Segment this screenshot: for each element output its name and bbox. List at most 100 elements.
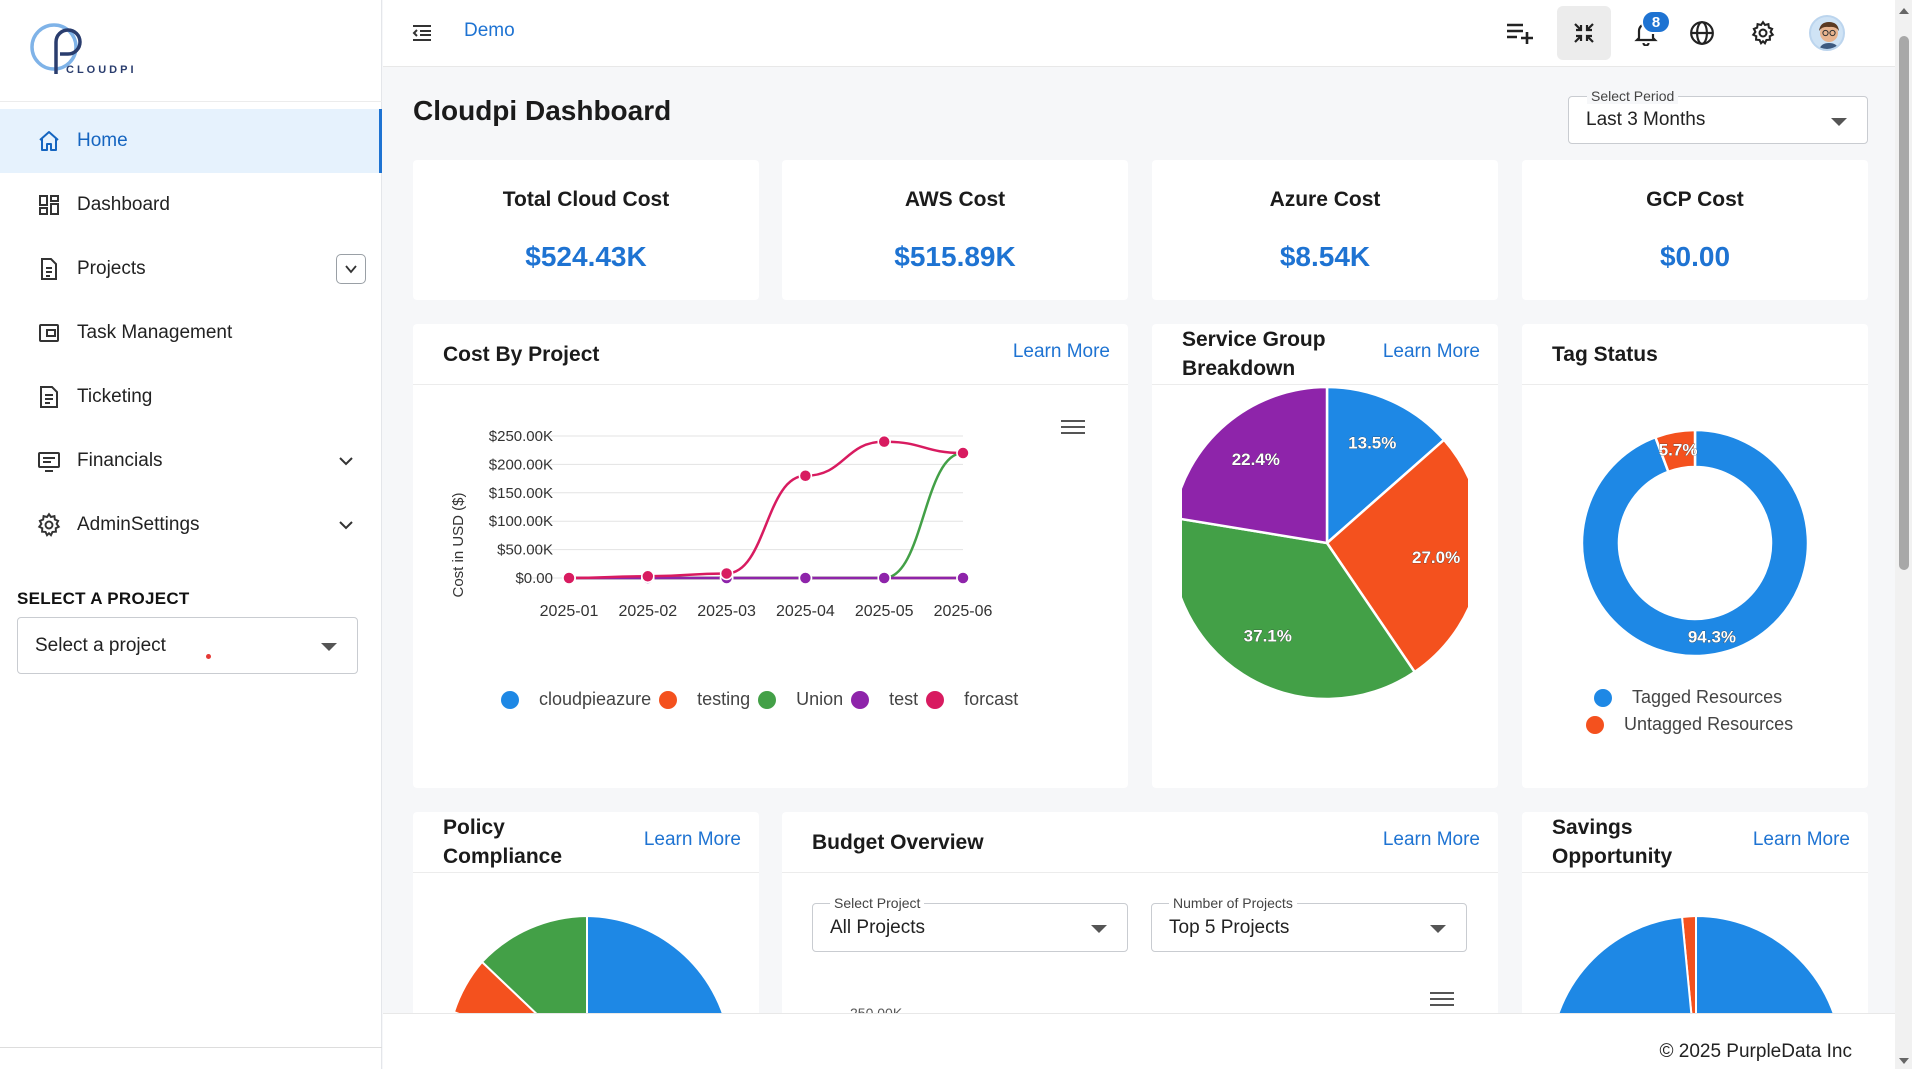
data-point-forcast[interactable] bbox=[877, 434, 891, 449]
menu-collapse-icon[interactable] bbox=[410, 21, 434, 45]
page-scrollbar[interactable] bbox=[1895, 0, 1912, 1069]
y-tick-label: $100.00K bbox=[489, 513, 553, 530]
learn-more-link[interactable]: Learn More bbox=[1382, 829, 1480, 850]
card-title: Service Group Breakdown bbox=[1182, 325, 1326, 383]
sidebar-item-ticketing[interactable]: Ticketing bbox=[0, 365, 382, 429]
data-point-forcast[interactable] bbox=[641, 569, 655, 584]
sidebar-item-projects[interactable]: Projects bbox=[0, 237, 382, 301]
legend-dot bbox=[851, 690, 870, 709]
stat-title: GCP Cost bbox=[1646, 188, 1744, 211]
scroll-down-arrow-icon[interactable] bbox=[1899, 1058, 1909, 1064]
projects-expand-button[interactable] bbox=[336, 254, 366, 284]
stat-card-aws: AWS Cost $515.89K bbox=[782, 160, 1128, 300]
chart-menu-icon[interactable] bbox=[1061, 420, 1085, 434]
pie-label: 27.0% bbox=[1412, 548, 1460, 567]
dropdown-arrow-icon bbox=[1831, 118, 1847, 126]
y-tick-label: $150.00K bbox=[489, 485, 553, 502]
data-point-forcast[interactable] bbox=[719, 566, 734, 581]
sidebar-item-dashboard[interactable]: Dashboard bbox=[0, 173, 382, 237]
card-title: Policy Compliance bbox=[443, 813, 562, 871]
legend-item[interactable]: forcast bbox=[964, 689, 1019, 709]
y-tick-label: $50.00K bbox=[497, 542, 553, 559]
sidebar-item-task-management[interactable]: Task Management bbox=[0, 301, 382, 365]
legend-dot bbox=[1594, 688, 1612, 707]
pie-slice[interactable] bbox=[1325, 385, 1446, 546]
sidebar-item-financials[interactable]: Financials bbox=[0, 429, 382, 493]
sidebar-item-label: Dashboard bbox=[77, 194, 170, 215]
budget-project-select[interactable]: Select Project All Projects bbox=[812, 895, 1128, 952]
language-button[interactable] bbox=[1686, 17, 1718, 49]
legend-item[interactable]: Union bbox=[796, 689, 844, 709]
settings-button[interactable] bbox=[1747, 17, 1779, 49]
budget-count-select[interactable]: Number of Projects Top 5 Projects bbox=[1151, 895, 1467, 952]
pie-slice[interactable] bbox=[1653, 428, 1697, 474]
pie-slice[interactable] bbox=[1171, 517, 1417, 701]
cloudpi-logo[interactable] bbox=[26, 12, 146, 82]
scroll-thumb[interactable] bbox=[1899, 36, 1909, 570]
card-title: Tag Status bbox=[1552, 343, 1658, 366]
scroll-up-arrow-icon[interactable] bbox=[1899, 8, 1909, 14]
learn-more-link[interactable]: Learn More bbox=[1382, 341, 1480, 362]
x-tick-label: 2025-05 bbox=[855, 603, 914, 620]
sidebar-item-home[interactable]: Home bbox=[0, 109, 382, 173]
breadcrumb[interactable]: Demo bbox=[464, 20, 515, 41]
top-bar: Demo bbox=[383, 0, 1895, 67]
stat-title: Total Cloud Cost bbox=[502, 188, 670, 211]
select-value: Top 5 Projects bbox=[1169, 917, 1290, 938]
legend-item-untagged[interactable]: Untagged Resources bbox=[1586, 714, 1793, 735]
avatar-face-icon bbox=[1819, 22, 1839, 49]
series-line-Union[interactable] bbox=[569, 451, 964, 580]
collapse-icon bbox=[1574, 23, 1594, 43]
service-pie-chart: 13.5% 27.0% 37.1% 22.4% bbox=[1171, 385, 1483, 701]
x-tick-label: 2025-01 bbox=[540, 603, 599, 620]
card-title-line: Opportunity bbox=[1552, 845, 1673, 868]
learn-more-link[interactable]: Learn More bbox=[643, 829, 741, 850]
dropdown-arrow-icon bbox=[321, 643, 337, 651]
project-select-value: Select a project bbox=[35, 634, 166, 656]
grid-icon bbox=[36, 192, 62, 218]
legend-item[interactable]: testing bbox=[697, 689, 751, 709]
pie-slice[interactable] bbox=[1325, 438, 1483, 674]
select-project-heading: SELECT A PROJECT bbox=[17, 589, 190, 608]
chart-menu-icon[interactable] bbox=[1430, 992, 1454, 1006]
y-tick-label: $250.00K bbox=[489, 428, 553, 445]
pie-slice[interactable] bbox=[1173, 385, 1329, 545]
policy-compliance-card: Policy Compliance Learn More bbox=[413, 812, 759, 1052]
x-tick-label: 2025-02 bbox=[618, 603, 677, 620]
add-list-button[interactable] bbox=[1504, 17, 1536, 49]
data-point-forcast[interactable] bbox=[798, 469, 813, 483]
project-select[interactable]: Select a project bbox=[17, 617, 358, 674]
wallet-icon bbox=[36, 320, 62, 346]
chevron-down-icon[interactable] bbox=[336, 515, 356, 535]
legend-item[interactable]: cloudpieazure bbox=[539, 689, 652, 709]
playlist-add-icon bbox=[1507, 23, 1533, 44]
data-point-test[interactable] bbox=[956, 571, 970, 585]
series-line-forcast[interactable] bbox=[568, 440, 964, 580]
y-tick-label: $0.00 bbox=[515, 570, 553, 587]
learn-more-link[interactable]: Learn More bbox=[1752, 829, 1850, 850]
legend-dot bbox=[926, 690, 945, 709]
legend-dot bbox=[758, 690, 777, 709]
stat-value: $515.89K bbox=[894, 241, 1016, 272]
data-point-forcast[interactable] bbox=[562, 571, 576, 585]
sidebar-item-adminsettings[interactable]: AdminSettings bbox=[0, 493, 382, 557]
stat-title: AWS Cost bbox=[904, 188, 1006, 211]
chevron-down-icon[interactable] bbox=[336, 451, 356, 471]
legend-item-tagged[interactable]: Tagged Resources bbox=[1594, 687, 1782, 708]
sidebar-item-label: Ticketing bbox=[77, 386, 153, 407]
sidebar-item-label: Home bbox=[77, 130, 128, 151]
legend-item[interactable]: test bbox=[889, 689, 919, 709]
learn-more-link[interactable]: Learn More bbox=[1012, 341, 1110, 362]
period-select[interactable]: Select Period Last 3 Months bbox=[1568, 88, 1868, 144]
user-avatar[interactable] bbox=[1809, 15, 1845, 51]
logo-text: CLOUDPI bbox=[66, 64, 137, 76]
exit-fullscreen-button[interactable] bbox=[1557, 6, 1611, 60]
data-point-test[interactable] bbox=[877, 571, 891, 585]
file-icon bbox=[36, 256, 62, 282]
x-tick-label: 2025-04 bbox=[776, 603, 835, 620]
pie-slice[interactable] bbox=[1580, 428, 1810, 658]
period-select-label: Select Period bbox=[1587, 88, 1679, 104]
cost-line-chart: Cost in USD ($) $0.00 $50.00K $100.00K $150… bbox=[450, 420, 1085, 620]
data-point-forcast[interactable] bbox=[956, 446, 970, 460]
data-point-test[interactable] bbox=[798, 571, 813, 585]
